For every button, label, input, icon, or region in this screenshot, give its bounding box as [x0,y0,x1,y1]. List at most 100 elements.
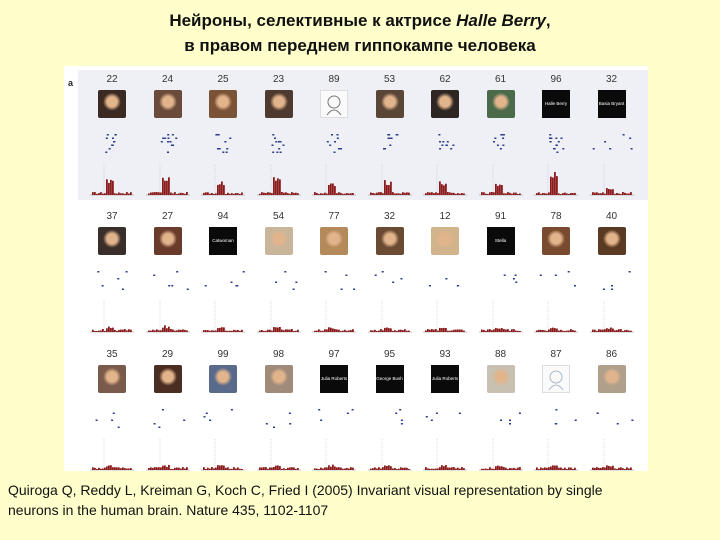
spike-mark [549,137,552,139]
spike-mark [556,151,559,153]
histogram-bar [286,193,289,195]
slide-title: Нейроны, селективные к актрисе Halle Ber… [0,8,720,58]
spike-raster [539,271,576,287]
histogram-bar [326,329,328,332]
histogram-bar [566,330,568,332]
histogram-bar [118,467,120,470]
title-suffix: , [545,11,551,30]
histogram-bar [459,468,461,470]
spike-mark [101,285,104,287]
histogram-bar [169,192,172,195]
panel-letter: a [68,78,74,88]
histogram-bar [562,330,564,332]
spike-mark [152,274,155,276]
spike-mark [549,141,552,143]
firing-histogram [145,301,190,333]
stimulus-cell: 23 [253,74,305,200]
histogram-bar [371,330,374,332]
histogram-bar [391,468,394,470]
histogram-bar [130,468,132,470]
histogram-bar [239,468,241,470]
stimulus-photo [153,365,182,393]
stimulus-number: 91 [494,211,507,222]
spike-mark [610,285,613,287]
histogram-bar [120,468,122,470]
spike-raster [324,271,356,290]
histogram-bar [179,468,182,470]
histogram-bar [443,466,445,470]
histogram-bar [544,330,546,332]
stimulus-drawing [542,365,570,393]
stimulus-cell: 54 [253,211,305,337]
histogram-bar [536,330,538,332]
histogram-bar [241,329,243,332]
histogram-bar [627,330,630,332]
histogram-bar [205,330,207,332]
histogram-bar [542,330,544,332]
histogram-bar [502,467,505,470]
spike-mark [610,288,613,290]
spike-mark [555,423,558,425]
histogram-bar [379,468,382,470]
stimulus-image [98,365,126,393]
histogram-bar [112,467,114,470]
spike-mark [175,271,178,273]
histogram-bar [383,180,386,195]
histogram-bar [488,192,491,195]
histogram-bar [461,193,463,195]
histogram-bar [157,330,160,332]
histogram-bar [377,467,380,470]
spike-mark [113,141,115,143]
histogram-bar [373,193,376,195]
histogram-bar [292,467,295,470]
stimulus-image [486,90,515,118]
stimulus-photo [264,365,293,393]
spike-mark [562,148,565,150]
histogram-bar [147,468,150,470]
histogram-bar [270,330,273,332]
histogram-bar [548,329,550,332]
histogram-bar [381,330,384,332]
histogram-bar [181,193,184,195]
histogram-bar [286,467,289,470]
stimulus-number: 94 [217,211,229,222]
histogram-bar [494,466,497,470]
stimulus-number: 40 [605,211,618,222]
histogram-bar [175,194,178,195]
stimulus-image [264,365,293,393]
histogram-bar [619,467,622,470]
histogram-bar [514,192,517,195]
histogram-bar [177,193,180,195]
histogram-bar [538,469,540,470]
spike-mark [166,141,169,143]
histogram-bar [615,468,618,470]
histogram-bar [149,192,152,195]
stimulus-cell: 99 [197,349,249,475]
firing-histogram [201,439,245,471]
spike-mark [596,412,599,414]
spike-mark [336,137,339,139]
stimulus-number: 78 [550,211,562,222]
histogram-bar [336,193,338,195]
histogram-bar [209,193,211,195]
citation-line-1: Quiroga Q, Reddy L, Kreiman G, Koch C, F… [8,482,603,498]
spike-mark [441,144,444,146]
firing-histogram [478,164,523,196]
histogram-bar [385,327,388,332]
stimulus-image [153,365,182,393]
histogram-bar [397,468,400,470]
histogram-bar [147,193,150,195]
histogram-bar [114,330,116,332]
histogram-bar [98,193,100,195]
histogram-bar [482,468,485,470]
histogram-bar [217,184,219,195]
histogram-bar [149,330,152,332]
histogram-bar [207,467,209,470]
histogram-bar [296,329,299,332]
histogram-bar [272,177,275,195]
spike-mark [209,419,212,421]
spike-mark [230,409,233,411]
spike-mark [608,148,611,150]
stimulus-cell: 27 [142,211,194,337]
spike-mark [439,148,442,150]
